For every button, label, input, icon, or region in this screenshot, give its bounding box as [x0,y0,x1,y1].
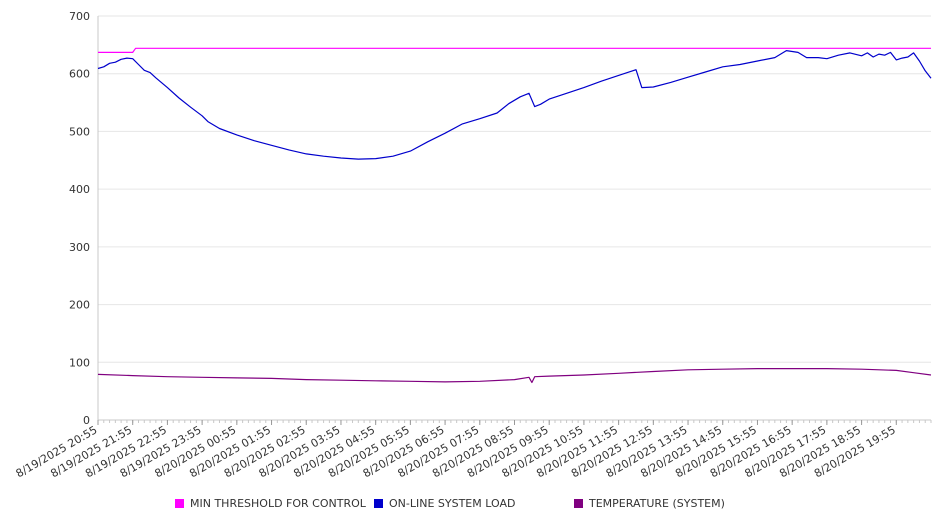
y-tick-label: 500 [69,125,90,138]
grid-lines [98,15,931,363]
legend-swatch [374,499,383,508]
axes [97,16,932,425]
legend-item-temperature-system[interactable]: TEMPERATURE (SYSTEM) [574,497,725,510]
legend-item-online-system-load[interactable]: ON-LINE SYSTEM LOAD [374,497,515,510]
legend-label: MIN THRESHOLD FOR CONTROL [190,497,366,510]
legend-swatch [175,499,184,508]
y-tick-label: 300 [69,241,90,254]
legend-item-min-threshold[interactable]: MIN THRESHOLD FOR CONTROL [175,497,366,510]
y-tick-label: 400 [69,183,90,196]
legend-label: TEMPERATURE (SYSTEM) [589,497,725,510]
y-tick-label: 0 [83,414,90,427]
x-axis-ticks: 8/19/2025 20:558/19/2025 21:558/19/2025 … [14,423,898,480]
legend: MIN THRESHOLD FOR CONTROL ON-LINE SYSTEM… [0,497,946,515]
series-lines [97,47,932,384]
series-line [98,47,931,54]
legend-label: ON-LINE SYSTEM LOAD [389,497,516,510]
y-tick-label: 100 [69,356,90,369]
y-tick-label: 600 [69,68,90,81]
y-tick-label: 700 [69,10,90,23]
legend-swatch [574,499,583,508]
y-axis-ticks: 0 100 200 300 400 500 600 700 [69,10,90,427]
series-line [97,368,932,384]
y-tick-label: 200 [69,299,90,312]
series-line [97,49,932,160]
